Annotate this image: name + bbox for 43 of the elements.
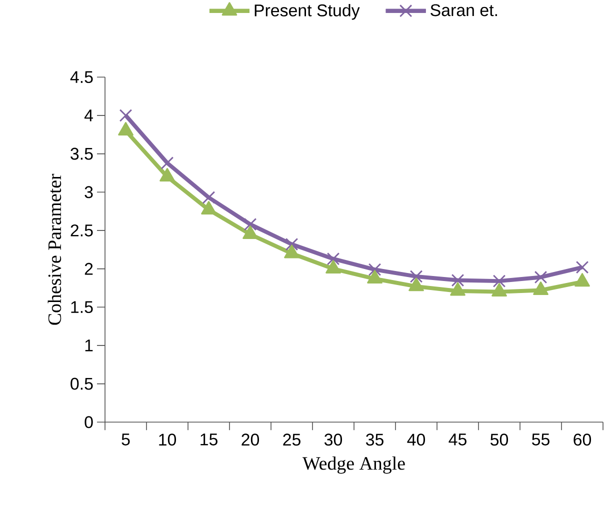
legend-label: Present Study bbox=[254, 4, 360, 20]
point bbox=[450, 282, 466, 296]
point bbox=[284, 244, 300, 258]
x-tick-label: 10 bbox=[159, 434, 176, 446]
point bbox=[533, 281, 548, 295]
point bbox=[242, 225, 258, 239]
point bbox=[285, 238, 298, 251]
y-tick-label: 3 bbox=[84, 186, 93, 198]
x-tick-label: 60 bbox=[574, 434, 592, 446]
y-tick-label: 0.5 bbox=[70, 378, 93, 390]
y-axis-title: Cohesive Parameter bbox=[48, 174, 62, 325]
point bbox=[367, 270, 382, 284]
point bbox=[201, 200, 216, 214]
point bbox=[326, 252, 340, 266]
y-tick-label: 2.5 bbox=[70, 224, 93, 236]
y-tick-label: 2 bbox=[84, 262, 93, 275]
x-axis-title: Wedge Angle bbox=[302, 456, 405, 474]
point bbox=[326, 260, 341, 274]
x-tick-label: 25 bbox=[283, 434, 300, 446]
point bbox=[160, 156, 174, 170]
point bbox=[119, 108, 132, 122]
y-tick-label: 0 bbox=[84, 416, 93, 428]
point bbox=[408, 278, 424, 292]
x-tick-label: 35 bbox=[366, 434, 384, 446]
point bbox=[244, 218, 257, 231]
point bbox=[492, 282, 507, 296]
x-tick-label: 40 bbox=[407, 434, 426, 446]
y-tick-label: 4 bbox=[84, 110, 93, 122]
y-tick-label: 4.5 bbox=[70, 71, 93, 83]
x-tick-label: 5 bbox=[122, 434, 130, 446]
x-tick-label: 15 bbox=[200, 434, 218, 446]
y-tick-label: 3.5 bbox=[70, 148, 93, 160]
point bbox=[574, 273, 590, 287]
y-tick-label: 1 bbox=[85, 340, 93, 352]
x-tick-label: 55 bbox=[532, 434, 550, 446]
x-tick-label: 45 bbox=[448, 434, 466, 446]
x-tick-label: 30 bbox=[324, 434, 342, 446]
point bbox=[202, 191, 216, 204]
x-tick-label: 20 bbox=[242, 434, 260, 446]
y-tick-label: 1.5 bbox=[71, 301, 93, 313]
legend-label: Saran et. bbox=[430, 4, 497, 16]
point bbox=[410, 270, 423, 283]
x-tick-label: 50 bbox=[490, 434, 508, 446]
